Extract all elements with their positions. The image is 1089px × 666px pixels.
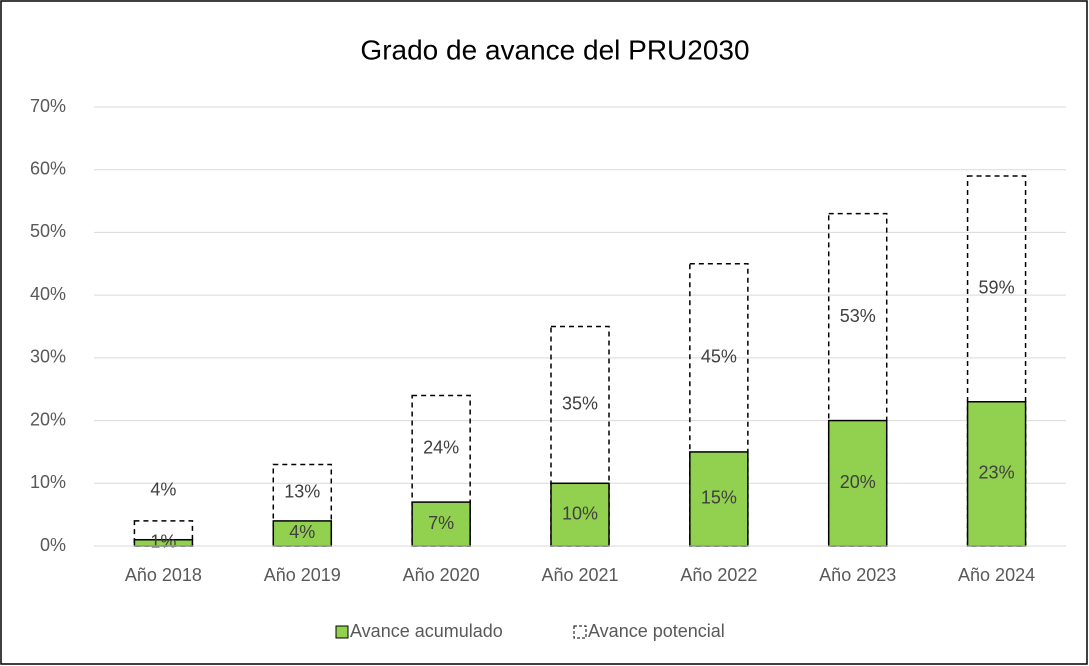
x-tick-label: Año 2023 — [819, 565, 896, 585]
data-label: 24% — [423, 438, 459, 458]
legend-label: Avance potencial — [588, 621, 725, 641]
data-label: 35% — [562, 394, 598, 414]
y-tick-label: 0% — [40, 535, 66, 555]
y-tick-label: 30% — [30, 347, 66, 367]
bar — [411, 501, 471, 547]
bar — [827, 212, 888, 547]
data-label: 59% — [979, 278, 1015, 298]
x-tick-label: Año 2018 — [125, 565, 202, 585]
y-tick-label: 10% — [30, 472, 66, 492]
bar — [966, 175, 1027, 547]
x-tick-label: Año 2020 — [403, 565, 480, 585]
bar — [966, 401, 1027, 547]
chart-title: Grado de avance del PRU2030 — [360, 34, 749, 65]
bar — [827, 419, 888, 547]
legend-swatch — [573, 625, 587, 639]
y-tick-label: 50% — [30, 221, 66, 241]
legend-swatch — [335, 625, 349, 639]
bar — [272, 463, 333, 547]
bar — [550, 482, 610, 547]
data-label: 4% — [289, 522, 315, 542]
data-label: 23% — [979, 463, 1015, 483]
x-tick-label: Año 2021 — [541, 565, 618, 585]
y-tick-label: 20% — [30, 409, 66, 429]
data-label: 4% — [150, 480, 176, 500]
y-tick-label: 70% — [30, 96, 66, 116]
x-tick-label: Año 2024 — [958, 565, 1035, 585]
data-label: 20% — [840, 472, 876, 492]
bar — [272, 520, 333, 547]
data-label: 7% — [428, 513, 454, 533]
y-tick-label: 60% — [30, 158, 66, 178]
bar — [689, 451, 749, 547]
data-label: 53% — [840, 306, 876, 326]
data-label: 45% — [701, 347, 737, 367]
legend-label: Avance acumulado — [350, 621, 503, 641]
data-label: 10% — [562, 503, 598, 523]
y-tick-label: 40% — [30, 284, 66, 304]
data-label: 13% — [284, 481, 320, 501]
x-tick-label: Año 2022 — [680, 565, 757, 585]
x-tick-label: Año 2019 — [264, 565, 341, 585]
data-label: 15% — [701, 488, 737, 508]
data-label: 1% — [150, 532, 176, 552]
